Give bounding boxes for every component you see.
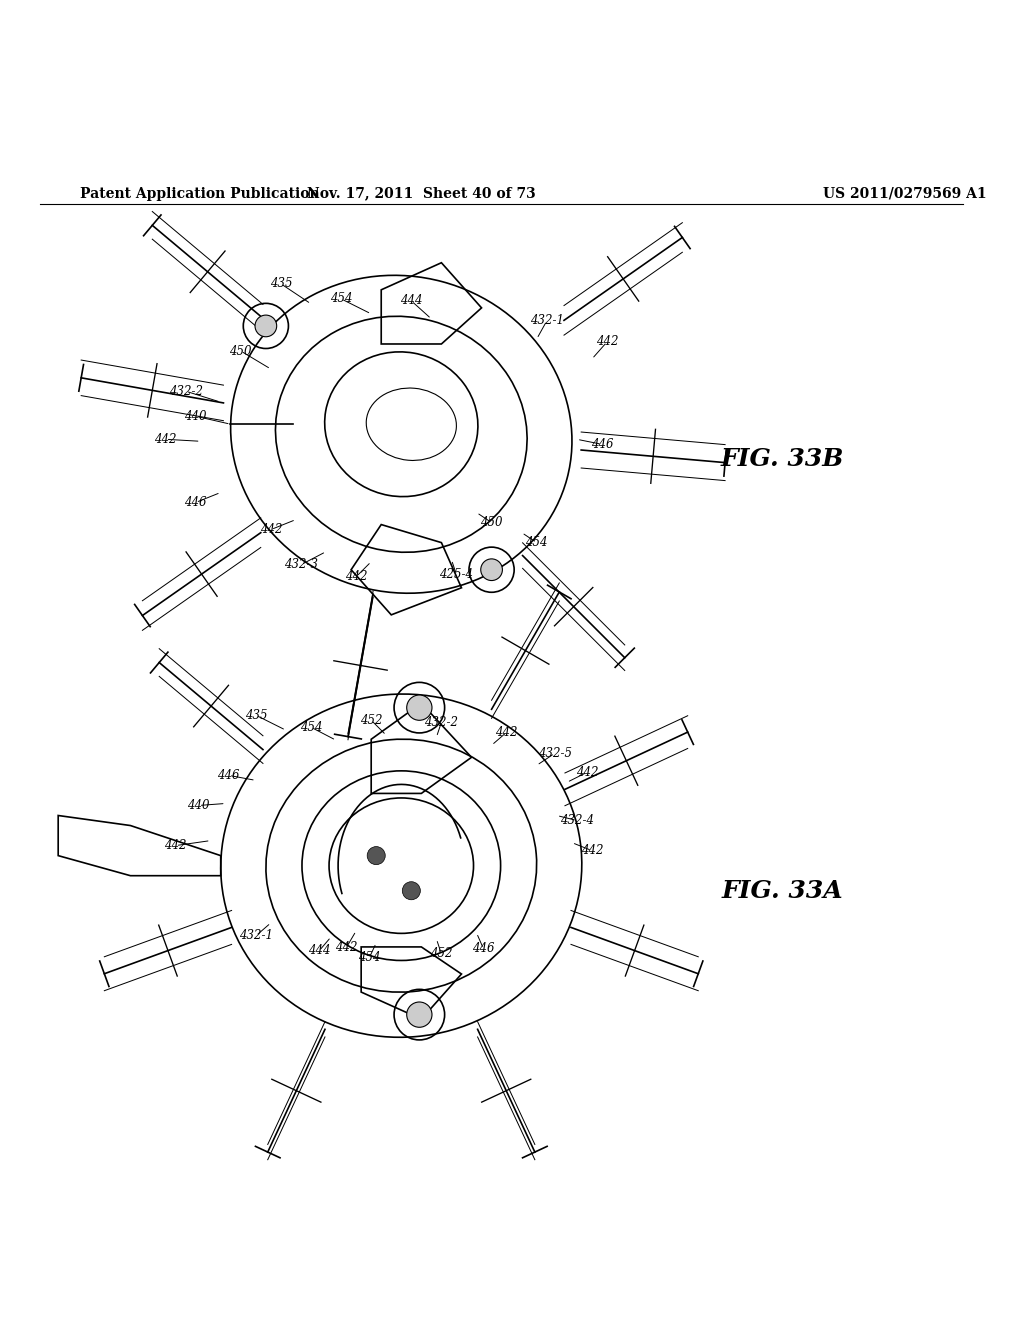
Text: 432-1: 432-1 [239, 929, 272, 942]
Text: 446: 446 [217, 768, 240, 781]
Text: 446: 446 [184, 496, 207, 510]
Text: 442: 442 [164, 840, 186, 853]
Text: Patent Application Publication: Patent Application Publication [80, 186, 319, 201]
Text: 444: 444 [400, 294, 423, 308]
Text: 454: 454 [358, 952, 381, 965]
Text: 440: 440 [187, 799, 210, 812]
Text: 435: 435 [269, 277, 292, 290]
Text: 454: 454 [525, 536, 548, 549]
Text: 454: 454 [300, 721, 323, 734]
Text: 442: 442 [581, 843, 603, 857]
Text: 442: 442 [496, 726, 518, 739]
Circle shape [368, 846, 385, 865]
Circle shape [480, 558, 503, 581]
Text: 450: 450 [480, 516, 503, 529]
Text: 432-3: 432-3 [284, 558, 318, 572]
Text: 446: 446 [591, 438, 613, 451]
Text: 432-2: 432-2 [424, 715, 459, 729]
Text: 442: 442 [596, 335, 618, 348]
Text: 454: 454 [330, 292, 352, 305]
Circle shape [407, 1002, 432, 1027]
Text: 432-5: 432-5 [538, 747, 571, 760]
Text: 444: 444 [308, 944, 331, 957]
Text: 432-2: 432-2 [169, 384, 203, 397]
Text: 446: 446 [472, 942, 495, 956]
Text: 425-4: 425-4 [439, 568, 473, 581]
Text: 442: 442 [335, 941, 357, 954]
Text: 432-4: 432-4 [560, 814, 594, 828]
Text: 442: 442 [345, 570, 368, 583]
Text: 442: 442 [575, 766, 598, 779]
Text: 450: 450 [229, 345, 252, 358]
Text: FIG. 33A: FIG. 33A [722, 879, 844, 903]
Text: 452: 452 [430, 948, 453, 961]
Text: 440: 440 [184, 409, 207, 422]
Text: Nov. 17, 2011  Sheet 40 of 73: Nov. 17, 2011 Sheet 40 of 73 [307, 186, 536, 201]
Text: 452: 452 [360, 714, 382, 727]
Circle shape [255, 315, 276, 337]
Text: 442: 442 [260, 523, 283, 536]
Text: 442: 442 [155, 433, 177, 446]
Text: FIG. 33B: FIG. 33B [721, 447, 844, 471]
Text: 432-1: 432-1 [529, 314, 564, 327]
Text: 435: 435 [245, 709, 267, 722]
Circle shape [402, 882, 420, 900]
Text: US 2011/0279569 A1: US 2011/0279569 A1 [822, 186, 986, 201]
Circle shape [407, 696, 432, 721]
